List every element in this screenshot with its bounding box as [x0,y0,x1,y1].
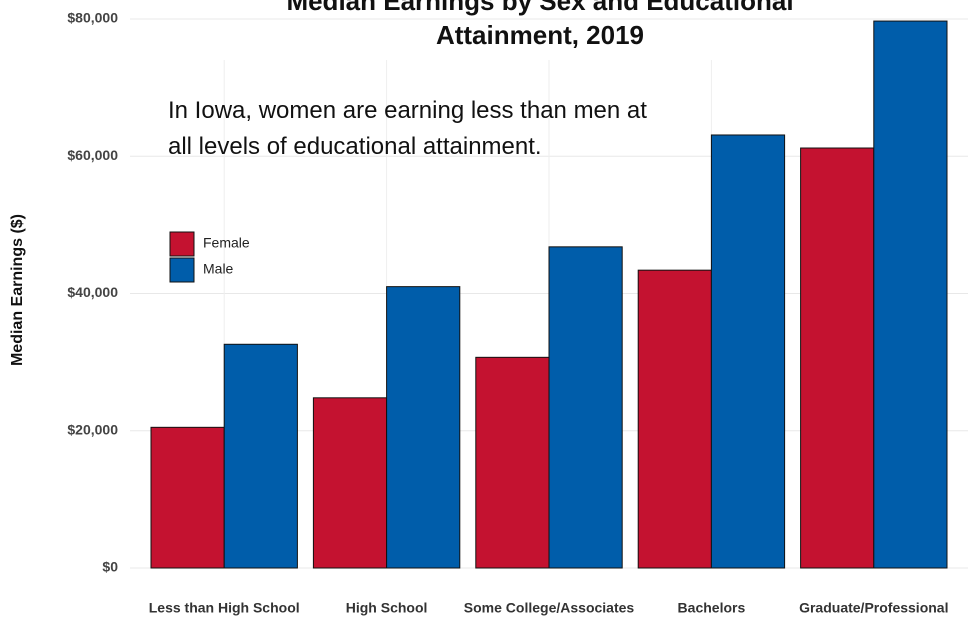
legend-label: Female [203,235,250,251]
bar [223,343,298,569]
legend-swatch [169,257,195,283]
bar [548,246,623,569]
x-tick-label: High School [346,600,428,616]
annotation: In Iowa, women are earning less than men… [168,97,647,160]
x-tick-label: Graduate/Professional [799,600,948,616]
bar [475,356,550,569]
chart-title: Median Earnings by Sex and Educational A… [286,0,794,50]
bar [873,20,948,569]
bar [710,134,786,569]
bar [637,269,712,569]
x-tick-label: Less than High School [149,600,300,616]
y-tick-label: $0 [102,559,118,575]
bar [800,147,875,569]
bar [312,397,388,569]
y-tick-label: $20,000 [67,421,118,437]
y-axis-label: Median Earnings ($) [9,214,26,366]
y-tick-label: $80,000 [67,10,118,26]
x-tick-label: Some College/Associates [464,600,635,616]
legend-label: Male [203,261,234,277]
bar [386,286,461,569]
legend-swatch [169,231,195,257]
x-tick-label: Bachelors [678,600,746,616]
y-tick-label: $40,000 [67,284,118,300]
y-tick-label: $60,000 [67,147,118,163]
bar [150,426,225,569]
